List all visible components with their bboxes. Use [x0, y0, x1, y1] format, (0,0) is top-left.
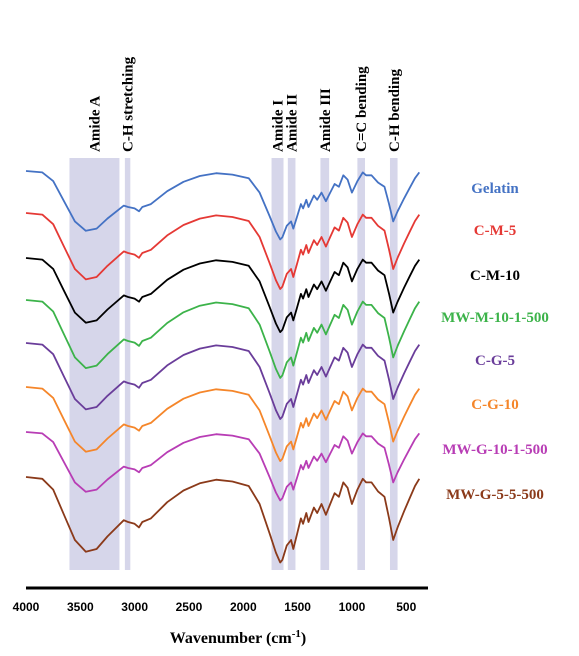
band-1 — [124, 158, 131, 570]
series-line-0 — [25, 170, 421, 241]
series-label-3: MW-M-10-1-500 — [441, 310, 549, 326]
series-lines — [25, 170, 421, 564]
series-line-4 — [25, 342, 421, 420]
band-label-3: Amide II — [285, 94, 301, 152]
band-label-4: Amide III — [318, 88, 334, 152]
x-axis-label: Wavenumber (cm-1) — [170, 628, 306, 647]
x-tick-4: 2000 — [230, 600, 257, 614]
series-label-4: C-G-5 — [475, 353, 515, 369]
series-line-5 — [25, 386, 421, 462]
x-tick-2: 3000 — [121, 600, 148, 614]
band-label-0: Amide A — [87, 96, 103, 152]
series-line-3 — [25, 299, 421, 379]
band-4 — [320, 158, 330, 570]
x-tick-3: 2500 — [176, 600, 203, 614]
band-0 — [69, 158, 120, 570]
series-line-6 — [25, 431, 421, 502]
band-2 — [271, 158, 284, 570]
series-line-7 — [25, 476, 421, 564]
band-label-1: C-H stretching — [121, 56, 137, 152]
band-label-6: C-H bending — [387, 69, 403, 152]
series-line-2 — [25, 257, 421, 333]
x-tick-1: 3500 — [67, 600, 94, 614]
x-tick-5: 1500 — [284, 600, 311, 614]
x-tick-labels: 4000 3500 3000 2500 2000 1500 1000 500 — [13, 600, 417, 614]
series-line-1 — [25, 212, 421, 290]
series-label-0: Gelatin — [471, 181, 519, 197]
series-label-2: C-M-10 — [470, 268, 520, 284]
series-label-6: MW-G-10-1-500 — [442, 442, 547, 458]
series-label-1: C-M-5 — [474, 223, 516, 239]
band-3 — [287, 158, 296, 570]
x-tick-0: 4000 — [13, 600, 40, 614]
series-labels: Gelatin C-M-5 C-M-10 MW-M-10-1-500 C-G-5 C-G-… — [441, 181, 549, 503]
band-label-2: Amide I — [271, 100, 287, 152]
band-label-5: C=C bending — [354, 66, 370, 152]
series-label-5: C-G-10 — [471, 397, 519, 413]
band-5 — [357, 158, 365, 570]
x-tick-6: 1000 — [339, 600, 366, 614]
series-label-7: MW-G-5-5-500 — [446, 487, 544, 503]
band-layer — [69, 158, 398, 570]
x-tick-7: 500 — [396, 600, 416, 614]
band-6 — [389, 158, 398, 570]
